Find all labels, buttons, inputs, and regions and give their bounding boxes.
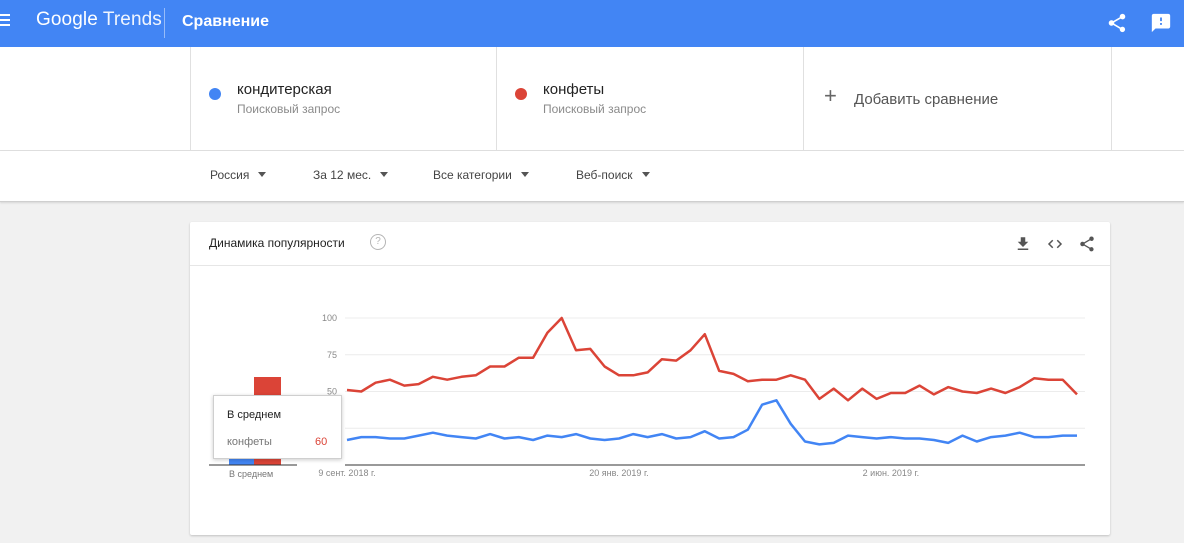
series-line[interactable] bbox=[346, 399, 1077, 446]
caret-down-icon bbox=[520, 172, 529, 178]
x-tick-label: 9 сент. 2018 г. bbox=[318, 468, 375, 478]
term-color-dot bbox=[209, 88, 221, 100]
add-comparison-label: Добавить сравнение bbox=[854, 91, 999, 108]
card-title: Динамика популярности bbox=[209, 236, 345, 250]
search-type-filter-label: Веб-поиск bbox=[576, 168, 633, 182]
logo-google-text: Google bbox=[36, 9, 98, 30]
term-name: кондитерская bbox=[237, 81, 332, 98]
google-trends-logo[interactable]: Google Trends bbox=[36, 9, 162, 31]
share-icon[interactable] bbox=[1106, 12, 1128, 34]
caret-down-icon bbox=[641, 172, 650, 178]
y-tick-label: 50 bbox=[327, 387, 337, 397]
header-divider bbox=[164, 8, 165, 38]
term-type: Поисковый запрос bbox=[543, 102, 647, 116]
tooltip-term: конфеты bbox=[227, 436, 272, 448]
category-filter-label: Все категории bbox=[433, 168, 512, 182]
average-label: В среднем bbox=[229, 469, 274, 479]
share-icon[interactable] bbox=[1078, 235, 1096, 253]
period-filter[interactable]: За 12 мес. bbox=[313, 168, 389, 182]
caret-down-icon bbox=[380, 172, 389, 178]
x-tick-label: 2 июн. 2019 г. bbox=[863, 468, 919, 478]
term-card-2[interactable]: конфеты Поисковый запрос bbox=[496, 47, 803, 150]
period-filter-label: За 12 мес. bbox=[313, 168, 372, 182]
embed-icon[interactable] bbox=[1046, 235, 1064, 253]
plus-icon: + bbox=[824, 83, 837, 108]
y-tick-label: 100 bbox=[322, 313, 337, 323]
top-app-bar: Google Trends Сравнение bbox=[0, 0, 1184, 47]
card-header: Динамика популярности ? bbox=[190, 222, 1110, 266]
average-tooltip: В среднем конфеты 60 bbox=[213, 395, 342, 459]
tooltip-value: 60 bbox=[315, 436, 328, 448]
term-color-dot bbox=[515, 88, 527, 100]
term-type: Поисковый запрос bbox=[237, 102, 341, 116]
download-icon[interactable] bbox=[1014, 235, 1032, 253]
feedback-icon[interactable] bbox=[1150, 12, 1172, 34]
term-name: конфеты bbox=[543, 81, 605, 98]
term-card-1[interactable]: кондитерская Поисковый запрос bbox=[190, 47, 497, 150]
logo-trends-text: Trends bbox=[102, 9, 162, 30]
x-tick-label: 20 янв. 2019 г. bbox=[589, 468, 648, 478]
filters-bar: Россия За 12 мес. Все категории Веб-поис… bbox=[0, 151, 1184, 202]
add-comparison-button[interactable]: + Добавить сравнение bbox=[803, 47, 1112, 150]
category-filter[interactable]: Все категории bbox=[433, 168, 529, 182]
y-tick-label: 75 bbox=[327, 350, 337, 360]
search-type-filter[interactable]: Веб-поиск bbox=[576, 168, 650, 182]
page-title: Сравнение bbox=[182, 13, 270, 30]
compare-terms-bar: кондитерская Поисковый запрос конфеты По… bbox=[0, 47, 1184, 151]
caret-down-icon bbox=[258, 172, 267, 178]
tooltip-title: В среднем bbox=[227, 409, 282, 421]
region-filter[interactable]: Россия bbox=[210, 168, 267, 182]
region-filter-label: Россия bbox=[210, 168, 250, 182]
series-line[interactable] bbox=[346, 316, 1078, 402]
interest-over-time-card: Динамика популярности ? bbox=[190, 222, 1110, 535]
menu-icon[interactable] bbox=[0, 14, 12, 32]
help-icon[interactable]: ? bbox=[370, 234, 386, 250]
